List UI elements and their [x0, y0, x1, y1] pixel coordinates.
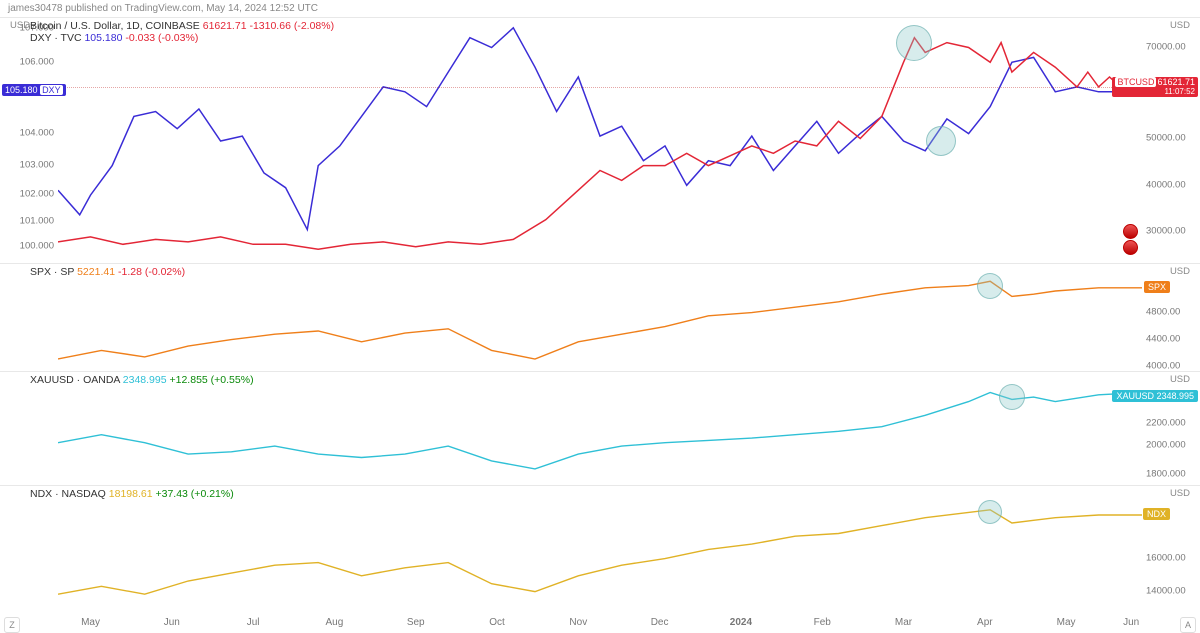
auto-scale-button[interactable]: A — [1180, 617, 1196, 633]
dxy-price: 105.180 — [84, 32, 122, 44]
spx-legend: SPX · SP 5221.41 -1.28 (-0.02%) — [30, 266, 185, 278]
indicator-icons[interactable] — [1123, 224, 1138, 256]
time-axis[interactable]: MayJunJulAugSepOctNovDec2024FebMarAprMay… — [58, 617, 1142, 633]
highlight-circle — [977, 273, 1003, 299]
highlight-circle — [896, 25, 932, 61]
btc-change: -1310.66 (-2.08%) — [249, 20, 334, 32]
highlight-circle — [926, 126, 956, 156]
xau-legend: XAUUSD · OANDA 2348.995 +12.855 (+0.55%) — [30, 374, 254, 386]
ndx-change: +37.43 (+0.21%) — [155, 488, 233, 500]
xau-plot[interactable] — [58, 372, 1142, 486]
btc-price: 61621.71 — [203, 20, 247, 32]
xau-change: +12.855 (+0.55%) — [170, 374, 254, 386]
icon-a[interactable] — [1123, 224, 1138, 239]
btc-symbol: Bitcoin / U.S. Dollar, 1D, COINBASE — [30, 20, 200, 32]
spx-panel[interactable]: SPX · SP 5221.41 -1.28 (-0.02%) USD 4800… — [0, 263, 1200, 371]
zoom-out-button[interactable]: Z — [4, 617, 20, 633]
ndx-symbol: NDX · NASDAQ — [30, 488, 106, 500]
spx-change: -1.28 (-0.02%) — [118, 266, 185, 278]
ndx-legend: NDX · NASDAQ 18198.61 +37.43 (+0.21%) — [30, 488, 234, 500]
xau-price: 2348.995 — [123, 374, 167, 386]
ndx-panel[interactable]: NDX · NASDAQ 18198.61 +37.43 (+0.21%) US… — [0, 485, 1200, 617]
spx-price: 5221.41 — [77, 266, 115, 278]
xau-symbol: XAUUSD · OANDA — [30, 374, 120, 386]
ndx-right-axis: 16000.0014000.00 — [1142, 486, 1200, 617]
chart-container: USD USD Bitcoin / U.S. Dollar, 1D, COINB… — [0, 17, 1200, 633]
highlight-circle — [999, 384, 1025, 410]
xau-panel[interactable]: XAUUSD · OANDA 2348.995 +12.855 (+0.55%)… — [0, 371, 1200, 485]
main-plot[interactable] — [58, 18, 1142, 264]
ndx-price: 18198.61 — [109, 488, 153, 500]
main-legend: Bitcoin / U.S. Dollar, 1D, COINBASE 6162… — [30, 20, 334, 44]
dxy-symbol: DXY · TVC — [30, 32, 82, 44]
main-right-axis: 70000.0060000.0050000.0040000.0030000.00 — [1142, 18, 1200, 263]
dxy-change: -0.033 (-0.03%) — [125, 32, 198, 44]
main-panel[interactable]: USD USD Bitcoin / U.S. Dollar, 1D, COINB… — [0, 17, 1200, 263]
spx-symbol: SPX · SP — [30, 266, 74, 278]
icon-b[interactable] — [1123, 240, 1138, 255]
xau-right-axis: 2200.0002000.0001800.000 — [1142, 372, 1200, 485]
publish-header: james30478 published on TradingView.com,… — [0, 0, 1200, 17]
price-line — [58, 87, 1142, 88]
main-left-axis: 107.000106.000105.180104.000103.000102.0… — [0, 18, 58, 263]
highlight-circle — [978, 500, 1002, 524]
